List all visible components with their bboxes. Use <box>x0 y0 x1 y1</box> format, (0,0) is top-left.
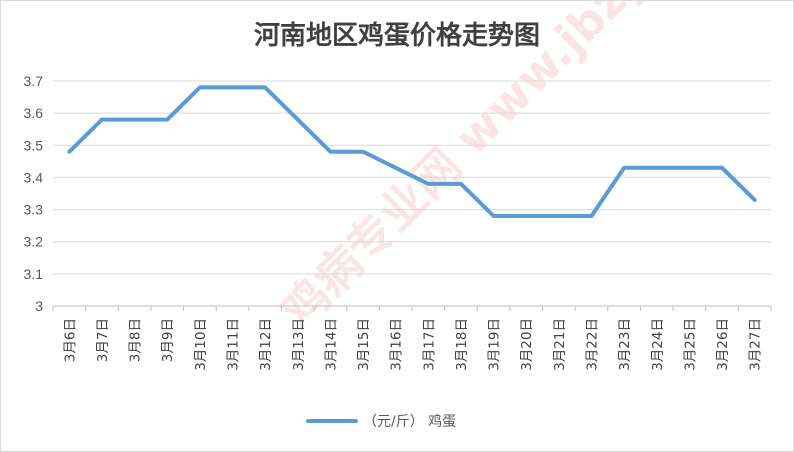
y-tick-label: 3 <box>35 298 43 314</box>
chart-title: 河南地区鸡蛋价格走势图 <box>253 21 540 51</box>
data-point <box>753 198 757 202</box>
watermark: 鸡病专业网 www.jbzyw.com <box>271 1 774 339</box>
data-point <box>133 118 137 122</box>
data-point <box>524 214 528 218</box>
x-tick-label: 3月16日 <box>389 318 405 371</box>
data-point <box>459 182 463 186</box>
series-group <box>67 85 757 218</box>
x-tick-label: 3月21日 <box>552 318 568 371</box>
x-tick-label: 3月17日 <box>421 318 437 371</box>
y-tick-label: 3.6 <box>24 105 44 121</box>
x-tick-label: 3月25日 <box>682 318 698 371</box>
data-point <box>492 214 496 218</box>
data-point <box>720 166 724 170</box>
y-tick-label: 3.7 <box>24 73 44 89</box>
x-tick-label: 3月11日 <box>226 318 242 371</box>
x-tick-label: 3月6日 <box>62 318 78 362</box>
data-point <box>622 166 626 170</box>
x-tick-label: 3月22日 <box>585 318 601 371</box>
data-point <box>655 166 659 170</box>
watermark-text: 鸡病专业网 www.jbzyw.com <box>271 1 774 339</box>
x-tick-label: 3月10日 <box>193 318 209 371</box>
data-point <box>67 150 71 154</box>
data-point <box>394 166 398 170</box>
x-tick-label: 3月20日 <box>519 318 535 371</box>
y-tick-label: 3.2 <box>24 234 44 250</box>
data-point <box>100 118 104 122</box>
y-tick-label: 3.5 <box>24 137 44 153</box>
data-point <box>328 150 332 154</box>
grid-lines <box>53 80 771 307</box>
data-point <box>296 118 300 122</box>
x-tick-label: 3月12日 <box>258 318 274 371</box>
x-tick-label: 3月27日 <box>748 318 764 371</box>
data-point <box>557 214 561 218</box>
y-axis-ticks: 3 3.1 3.2 3.3 3.4 3.5 3.6 3.7 <box>24 73 44 314</box>
data-point <box>361 150 365 154</box>
data-point <box>426 182 430 186</box>
data-point <box>165 118 169 122</box>
x-axis: 3月6日 3月7日 3月8日 3月9日 3月10日 3月11日 3月12日 3月13日 3月14… <box>52 306 772 371</box>
legend-label: （元/斤） 鸡蛋 <box>363 413 456 430</box>
data-point <box>198 85 202 89</box>
x-tick-label: 3月9日 <box>160 318 176 362</box>
x-tick-label: 3月15日 <box>356 318 372 371</box>
x-tick-label: 3月7日 <box>95 318 111 362</box>
y-tick-label: 3.3 <box>24 202 44 218</box>
series-line <box>67 85 757 218</box>
x-tick-label: 3月8日 <box>128 318 144 362</box>
data-point <box>687 166 691 170</box>
x-tick-label: 3月26日 <box>715 318 731 371</box>
data-point <box>590 214 594 218</box>
data-point <box>263 85 267 89</box>
x-tick-label: 3月14日 <box>323 318 339 371</box>
data-point <box>231 85 235 89</box>
x-tick-label: 3月13日 <box>291 318 307 371</box>
x-tick-label: 3月18日 <box>454 318 470 371</box>
x-tick-label: 3月19日 <box>487 318 503 371</box>
x-tick-label: 3月23日 <box>617 318 633 371</box>
y-tick-label: 3.1 <box>24 266 44 282</box>
y-tick-label: 3.4 <box>24 169 44 185</box>
x-tick-label: 3月24日 <box>650 318 666 371</box>
legend: （元/斤） 鸡蛋 <box>306 413 456 430</box>
